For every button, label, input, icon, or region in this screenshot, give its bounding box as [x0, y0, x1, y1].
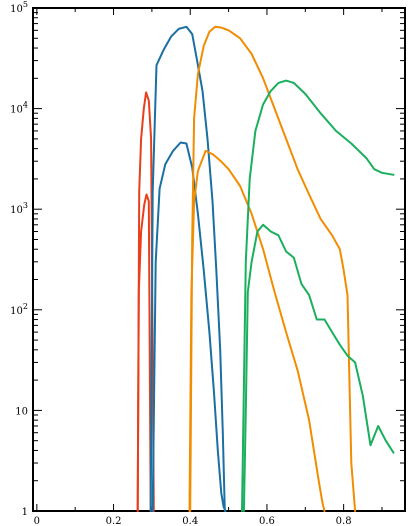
y-tick-label: 10 — [15, 406, 28, 417]
series-line-5 — [189, 25, 357, 512]
series-line-8 — [242, 223, 395, 512]
x-tick-label: 0 — [34, 516, 40, 526]
y-tick-label: 104 — [10, 101, 28, 116]
y-tick-label: 103 — [10, 201, 28, 216]
x-tick-label: 0.6 — [259, 516, 275, 526]
x-tick-label: 0.4 — [182, 516, 198, 526]
series-line-7 — [241, 79, 395, 512]
series-line-2 — [136, 91, 155, 512]
y-tick-label: 1 — [22, 507, 28, 518]
series-line-3 — [149, 25, 226, 512]
axis-ticks — [33, 8, 405, 512]
x-tick-label: 0.2 — [106, 516, 122, 526]
tick-labels: 0 0.2 0.4 0.6 0.8 1 10 102 103 104 105 — [10, 0, 351, 526]
series-group — [136, 25, 395, 512]
y-tick-label: 102 — [10, 302, 28, 317]
y-tick-label: 105 — [10, 0, 28, 15]
plot-frame — [32, 7, 406, 512]
series-line-6 — [188, 149, 326, 512]
x-tick-label: 0.8 — [336, 516, 352, 526]
